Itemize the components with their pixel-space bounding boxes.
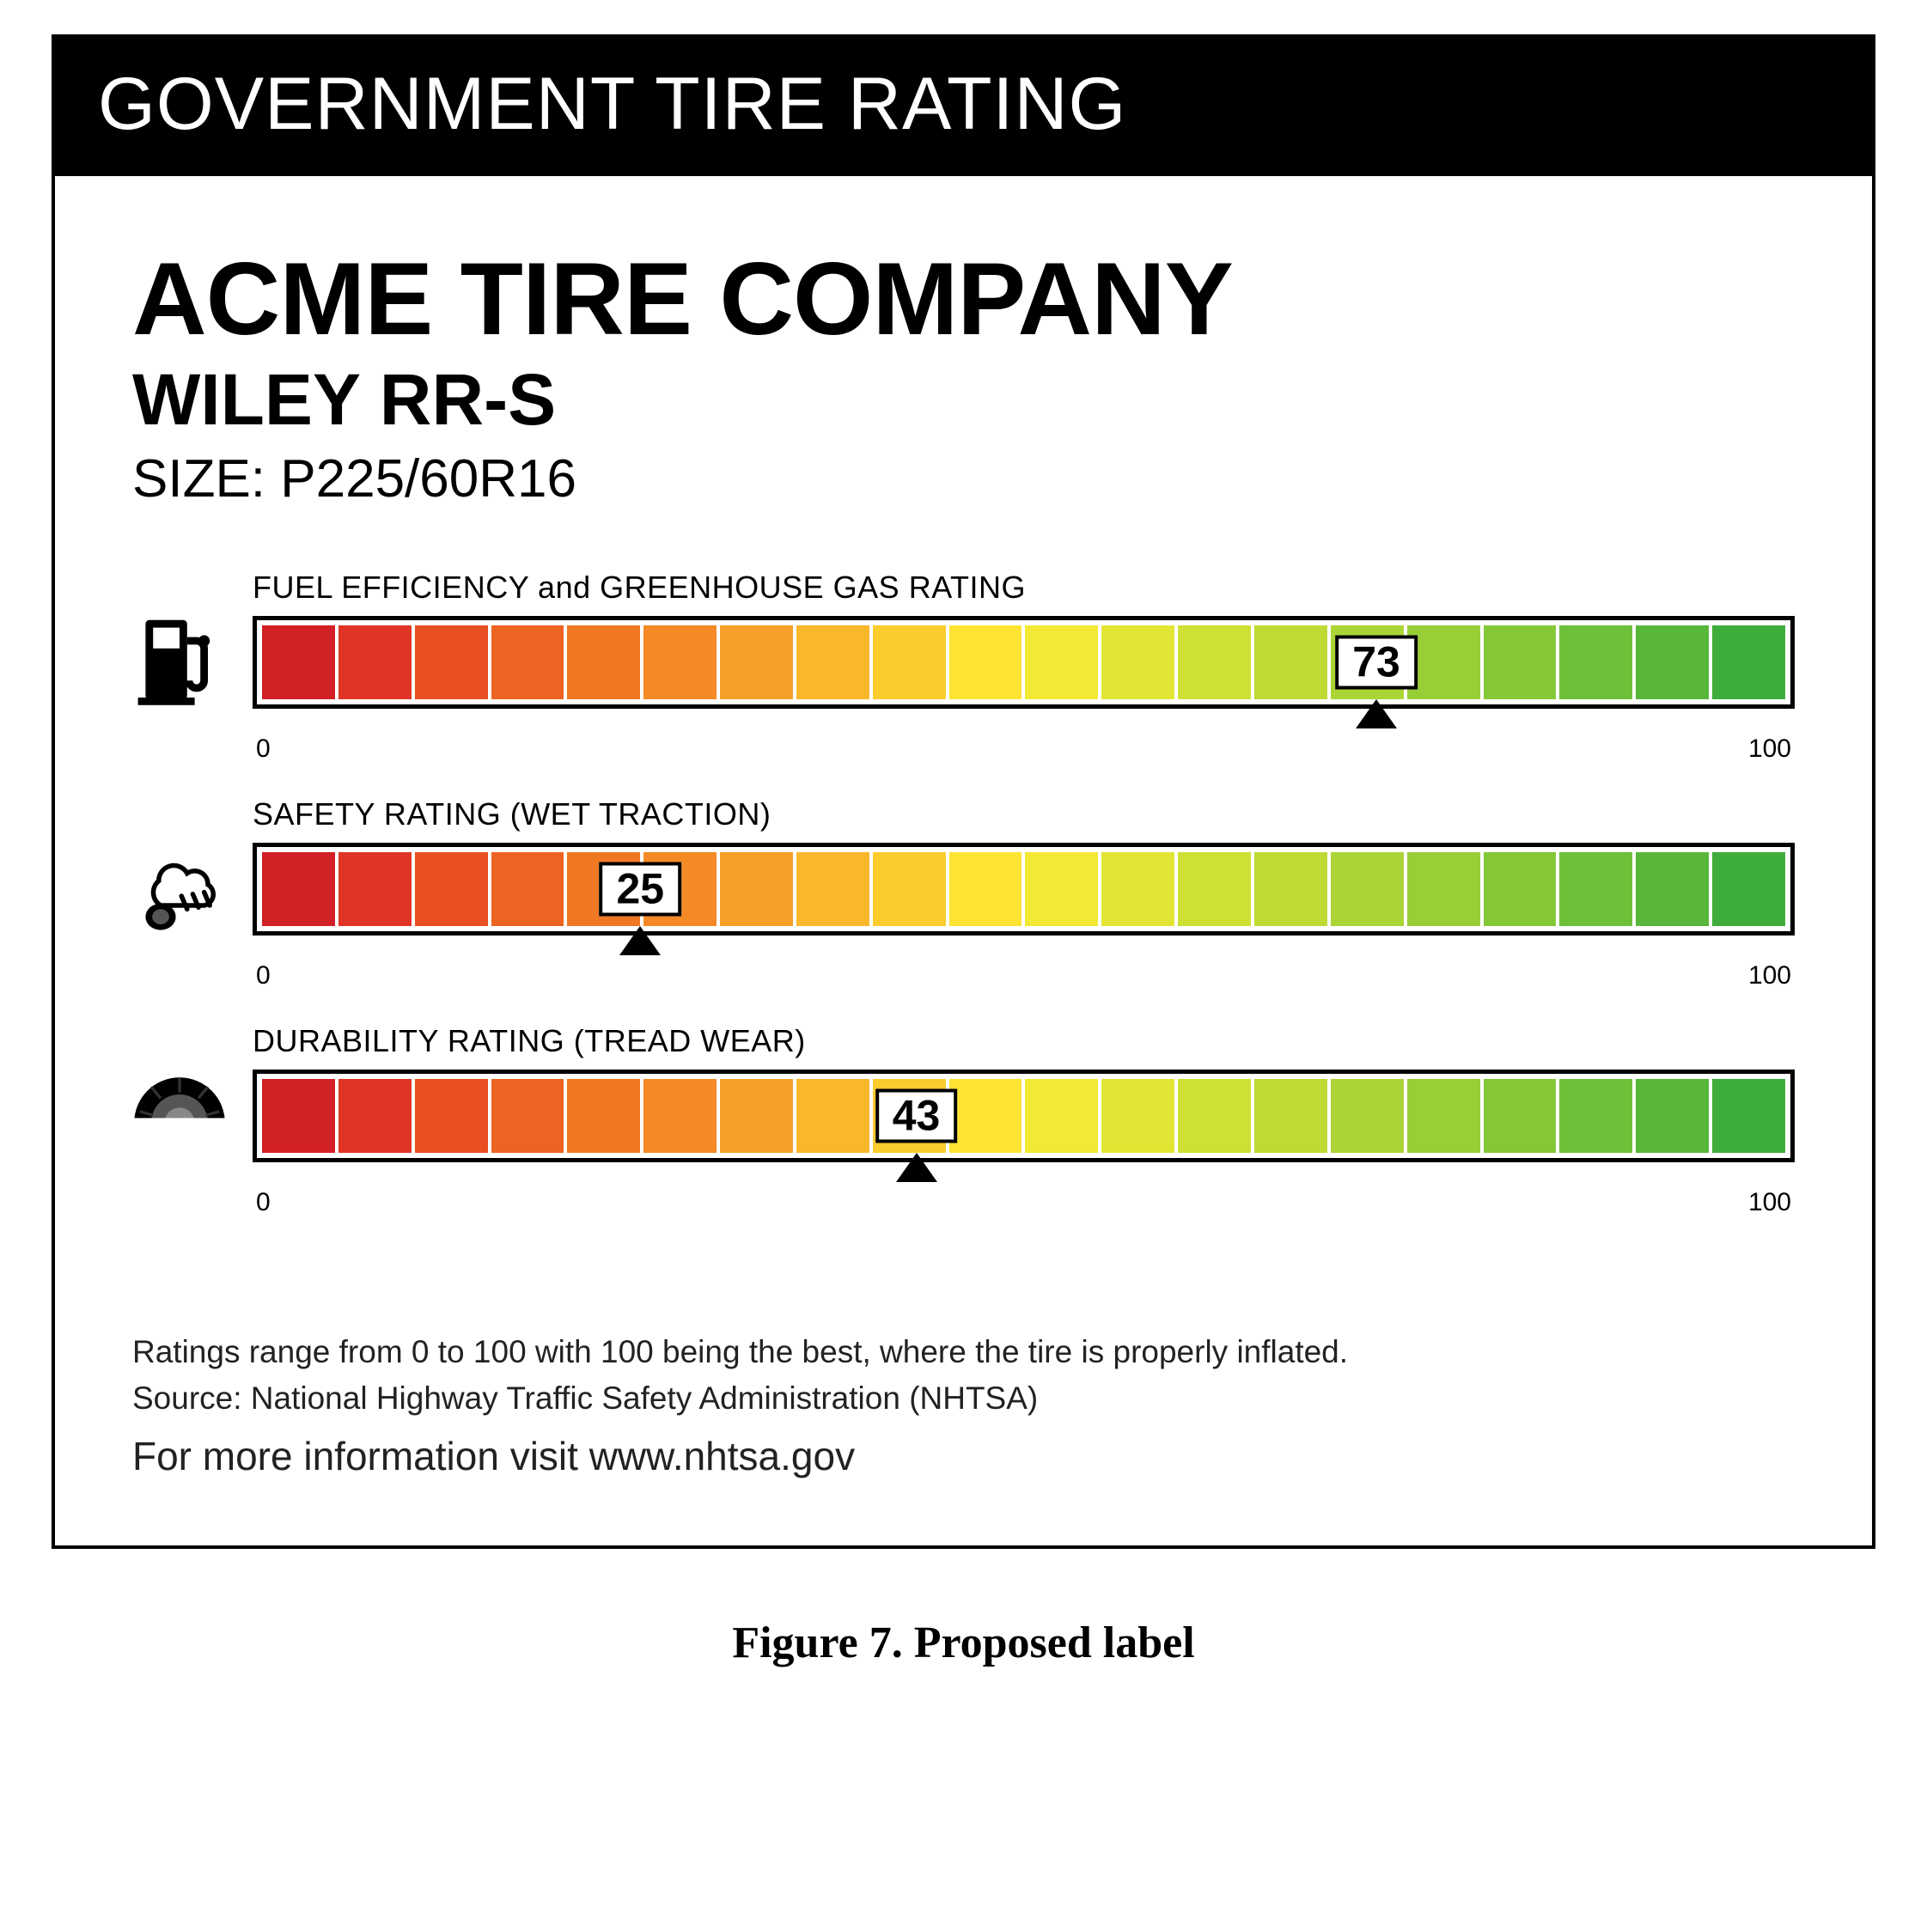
header-title: GOVERNMENT TIRE RATING [98,63,1126,145]
bar-segment [1636,1079,1709,1153]
bar-segment [1407,1079,1480,1153]
bar-segment [1101,852,1174,926]
bar-segment [1254,1079,1327,1153]
bar-segment [643,625,717,699]
rating-bar: 25 [253,843,1795,936]
bar-segment [338,852,412,926]
footnotes: Ratings range from 0 to 100 with 100 bei… [132,1329,1795,1485]
scale-labels: 0 100 [253,734,1795,764]
bar-segment [567,1079,640,1153]
bar-segment [643,1079,717,1153]
wet-cloud-icon [132,796,253,934]
bar-segment [1484,852,1557,926]
bar-segment [796,852,869,926]
bar-segment [1559,852,1632,926]
bar-segment [1636,852,1709,926]
bar-segment [720,852,793,926]
bar-segment [1331,852,1404,926]
bar-segment [262,1079,335,1153]
rating-title: SAFETY RATING (WET TRACTION) [253,796,1795,832]
ratings-section: FUEL EFFICIENCY and GREENHOUSE GAS RATIN… [132,570,1795,1217]
range-note: Ratings range from 0 to 100 with 100 bei… [132,1329,1795,1375]
bar-segment [567,625,640,699]
bar-segment [1254,852,1327,926]
bar-segment [796,1079,869,1153]
scale-min: 0 [256,1188,271,1217]
model-name: WILEY RR-S [132,358,1795,442]
size-label: SIZE: P225/60R16 [132,448,1795,509]
bar-segment [262,852,335,926]
bar-segment [796,625,869,699]
source-note: Source: National Highway Traffic Safety … [132,1375,1795,1422]
marker-arrow-icon [896,1153,937,1182]
bar-segment [1559,1079,1632,1153]
figure-caption: Figure 7. Proposed label [52,1618,1875,1668]
scale-min: 0 [256,734,271,764]
rating-bar-col: DURABILITY RATING (TREAD WEAR) 43 0 100 [253,1023,1795,1217]
bar-segment [491,1079,564,1153]
rating-marker: 73 [1335,636,1418,690]
bar-segment [1025,1079,1098,1153]
rating-marker: 25 [599,862,681,917]
bar-segment [1101,1079,1174,1153]
tire-icon [132,1023,253,1161]
bar-segment [262,625,335,699]
bar-segment [338,1079,412,1153]
marker-arrow-icon [1356,699,1397,728]
bar-segment [1712,1079,1785,1153]
bar-segment [1484,625,1557,699]
bar-segment [1178,852,1251,926]
fuel-pump-icon [132,570,253,707]
scale-min: 0 [256,961,271,990]
bar-segment [415,1079,488,1153]
bar-segment [1636,625,1709,699]
rating-bar: 73 [253,616,1795,709]
scale-max: 100 [1748,734,1791,764]
bar-segment [415,852,488,926]
rating-row-safety: SAFETY RATING (WET TRACTION) 25 0 100 [132,796,1795,990]
scale-max: 100 [1748,961,1791,990]
bar-segment [949,625,1022,699]
bar-segment [1407,625,1480,699]
scale-labels: 0 100 [253,961,1795,990]
company-name: ACME TIRE COMPANY [132,245,1795,353]
bar-segment [491,625,564,699]
scale-labels: 0 100 [253,1188,1795,1217]
bar-segment [1025,852,1098,926]
header-bar: GOVERNMENT TIRE RATING [55,38,1872,176]
bar-segment [338,625,412,699]
rating-title: DURABILITY RATING (TREAD WEAR) [253,1023,1795,1059]
bar-segment [720,1079,793,1153]
marker-arrow-icon [619,926,661,955]
bar-segment [1331,1079,1404,1153]
bar-segment [1712,625,1785,699]
bar-segment [1254,625,1327,699]
bar-segment [415,625,488,699]
rating-row-fuel: FUEL EFFICIENCY and GREENHOUSE GAS RATIN… [132,570,1795,764]
bar-segment [873,852,946,926]
rating-title: FUEL EFFICIENCY and GREENHOUSE GAS RATIN… [253,570,1795,606]
bar-segment [949,852,1022,926]
tire-rating-label: GOVERNMENT TIRE RATING ACME TIRE COMPANY… [52,34,1875,1549]
info-note: For more information visit www.nhtsa.gov [132,1428,1795,1485]
bar-segment [1559,625,1632,699]
rating-bar-col: FUEL EFFICIENCY and GREENHOUSE GAS RATIN… [253,570,1795,764]
rating-bar: 43 [253,1070,1795,1162]
rating-row-durability: DURABILITY RATING (TREAD WEAR) 43 0 100 [132,1023,1795,1217]
rating-marker: 43 [875,1089,958,1143]
bar-segment [873,625,946,699]
bar-segment [1025,625,1098,699]
bar-segment [1178,1079,1251,1153]
bar-segment [1101,625,1174,699]
bar-segment [949,1079,1022,1153]
bar-segment [491,852,564,926]
bar-segment [1712,852,1785,926]
bar-segment [1407,852,1480,926]
label-body: ACME TIRE COMPANY WILEY RR-S SIZE: P225/… [55,176,1872,1545]
scale-max: 100 [1748,1188,1791,1217]
rating-bar-col: SAFETY RATING (WET TRACTION) 25 0 100 [253,796,1795,990]
bar-segment [1484,1079,1557,1153]
bar-segment [1178,625,1251,699]
bar-segment [720,625,793,699]
